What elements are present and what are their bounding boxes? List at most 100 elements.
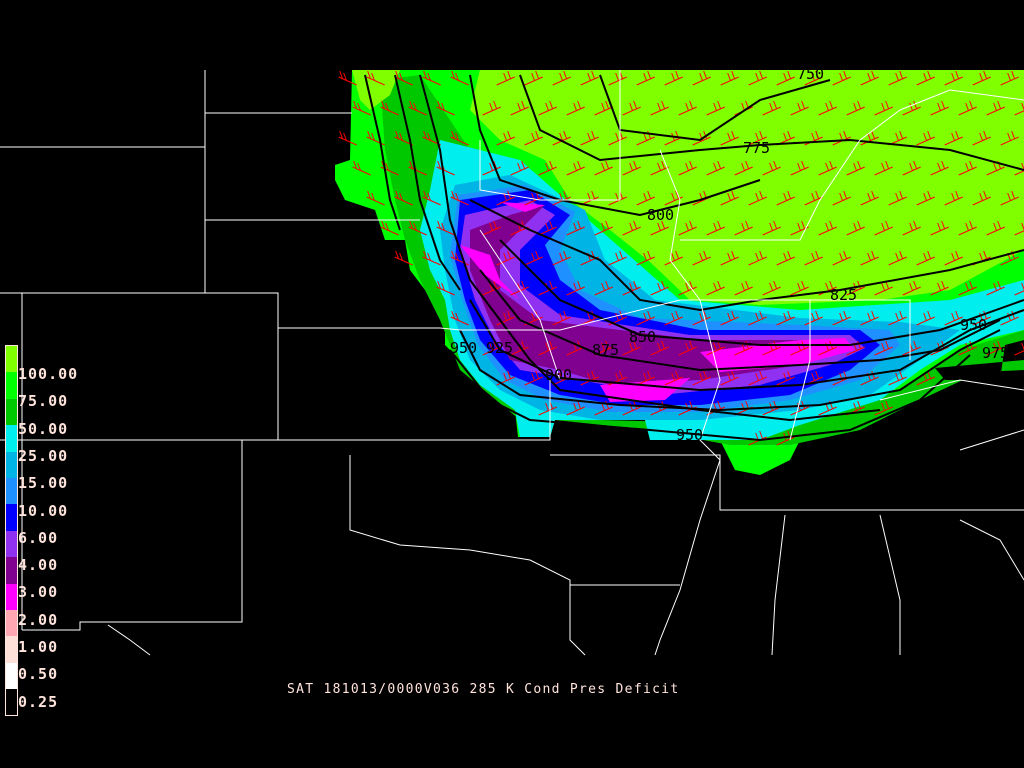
wind-barb [706,100,725,116]
wind-barb [496,250,515,266]
wind-barb [958,100,977,116]
wind-barb [394,70,413,86]
wind-barb [776,70,795,86]
wind-barb [450,190,469,206]
wind-barb [692,70,711,86]
wind-barb [720,190,739,206]
wind-barb [552,250,571,266]
wind-barb [664,310,683,326]
wind-barb [888,370,907,386]
contour-label: 800 [647,206,674,224]
fill-black-notch [935,340,1024,380]
wind-barb [1000,70,1019,86]
wind-barb [986,220,1005,236]
legend-swatch [6,557,17,584]
wind-barb [650,160,669,176]
wind-barb [636,190,655,206]
wind-barb [636,70,655,86]
fill-lime [470,70,1024,305]
wind-barb [552,310,571,326]
wind-barb [482,100,501,116]
wind-barb [706,220,725,236]
wind-barb [436,220,455,236]
wind-barb [650,340,669,356]
wind-barb [678,220,697,236]
wind-barb [678,100,697,116]
wind-barb [790,100,809,116]
wind-barb [678,160,697,176]
fill-magenta [700,338,855,372]
wind-barb [538,100,557,116]
wind-barb [874,220,893,236]
wind-barb [944,70,963,86]
contour-label: 900 [545,366,572,384]
wind-barb [762,100,781,116]
wind-barb [832,190,851,206]
wind-barb [636,310,655,326]
wind-barb [566,400,585,416]
wind-barb [622,160,641,176]
wind-barb [352,160,371,176]
wind-barb [776,310,795,326]
wind-barb [748,250,767,266]
wind-barb [622,340,641,356]
wind-barb [804,130,823,146]
wind-barb [972,310,991,326]
wind-barb [636,250,655,266]
wind-barb [538,340,557,356]
contour-label: 775 [743,139,770,157]
fill-magenta [500,202,545,212]
wind-barb [366,190,385,206]
wind-barb [1000,130,1019,146]
wind-barb [422,190,441,206]
contour-label: 875 [592,341,619,359]
wind-barb [832,310,851,326]
contour-label: 850 [629,328,656,346]
legend-swatch [6,451,17,478]
legend-swatch [6,346,17,373]
wind-barb [776,370,795,386]
contour-labels: 750 775 800 825 850 875 900 950 925 950 … [450,65,1009,444]
wind-barb [874,160,893,176]
wind-barb [580,70,599,86]
wind-barb [846,100,865,116]
legend-label: 4.00 [18,556,59,575]
wind-barb [608,250,627,266]
wind-barb [846,160,865,176]
contours [364,74,1024,442]
wind-barb [510,100,529,116]
wind-barb [874,400,893,416]
wind-barb [622,100,641,116]
wind-barb [524,130,543,146]
wind-barb [664,250,683,266]
wind-barb [734,280,753,296]
contour-label: 825 [830,286,857,304]
legend-label: 25.00 [18,446,69,465]
wind-barb [958,220,977,236]
fill-lime-west [352,70,400,110]
wind-barb [762,220,781,236]
wind-barb [986,100,1005,116]
wind-barb [958,280,977,296]
legend-label: 10.00 [18,501,69,520]
wind-barb [902,220,921,236]
wind-barb [846,220,865,236]
contour-label: 950 [450,339,477,357]
wind-barb [762,280,781,296]
wind-barb [944,190,963,206]
wind-barb [510,160,529,176]
wind-barb [720,250,739,266]
wind-barb [482,220,501,236]
wind-barb [804,190,823,206]
wind-barb [734,220,753,236]
wind-barb [594,280,613,296]
wind-barb [538,160,557,176]
wind-barb [720,310,739,326]
wind-barb [860,310,879,326]
wind-barb [496,370,515,386]
wind-barb [408,100,427,116]
legend-swatch [6,504,17,531]
wind-barb [748,310,767,326]
contour-label: 925 [486,339,513,357]
wind-barb [944,130,963,146]
